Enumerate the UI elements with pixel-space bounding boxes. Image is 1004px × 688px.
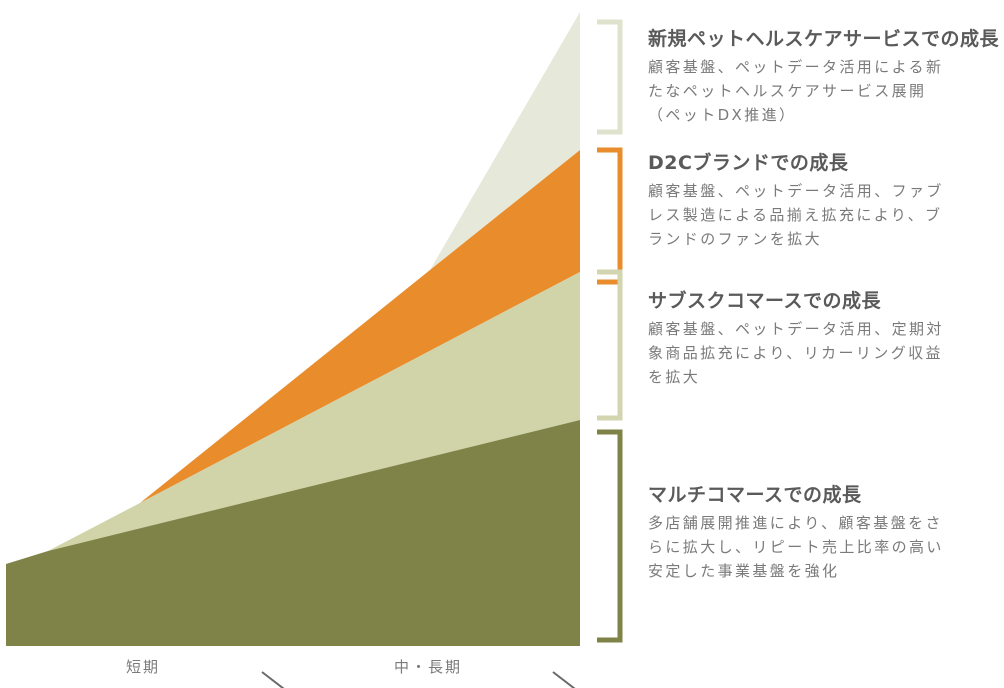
axis-label-mid-long-term: 中・長期 — [394, 658, 463, 676]
axis-label-short-term: 短期 — [126, 658, 161, 676]
area-multi-commerce — [6, 420, 580, 646]
segment-multi-commerce: マルチコマースでの成長 多店舗展開推進により、顧客基盤をさ らに拡大し、リピート… — [648, 482, 1004, 583]
area-subscription-commerce — [48, 272, 580, 551]
segment-title: マルチコマースでの成長 — [648, 484, 862, 506]
area-d2c-brand — [140, 150, 580, 503]
segment-title: 新規ペットヘルスケアサービスでの成長 — [648, 28, 1000, 50]
segment-subscription-commerce: サブスクコマースでの成長 顧客基盤、ペットデータ活用、定期対 象商品拡充により、… — [648, 288, 1004, 389]
bracket-d2c-brand — [597, 147, 623, 285]
segment-d2c-brand: D2Cブランドでの成長 顧客基盤、ペットデータ活用、ファブ レス製造による品揃え… — [648, 150, 1004, 251]
axis-separator-short — [261, 671, 285, 688]
segment-description: 多店舗展開推進により、顧客基盤をさ らに拡大し、リピート売上比率の高い 安定した… — [648, 514, 944, 580]
axis-separator-long — [552, 671, 576, 688]
bracket-pet-health — [597, 19, 623, 135]
bracket-multi-commerce — [597, 429, 623, 643]
bracket-subscription-commerce — [597, 269, 623, 421]
segment-title: サブスクコマースでの成長 — [648, 290, 882, 312]
segment-title: D2Cブランドでの成長 — [648, 152, 849, 174]
segment-description: 顧客基盤、ペットデータ活用による新 たなペットヘルスケアサービス展開 （ペットD… — [648, 58, 944, 124]
segment-description: 顧客基盤、ペットデータ活用、ファブ レス製造による品揃え拡充により、ブ ランドの… — [648, 182, 944, 248]
segment-pet-health: 新規ペットヘルスケアサービスでの成長 顧客基盤、ペットデータ活用による新 たなペ… — [648, 26, 1004, 127]
segment-description: 顧客基盤、ペットデータ活用、定期対 象商品拡充により、リカーリング収益 を拡大 — [648, 320, 944, 386]
area-pet-health — [430, 12, 580, 270]
